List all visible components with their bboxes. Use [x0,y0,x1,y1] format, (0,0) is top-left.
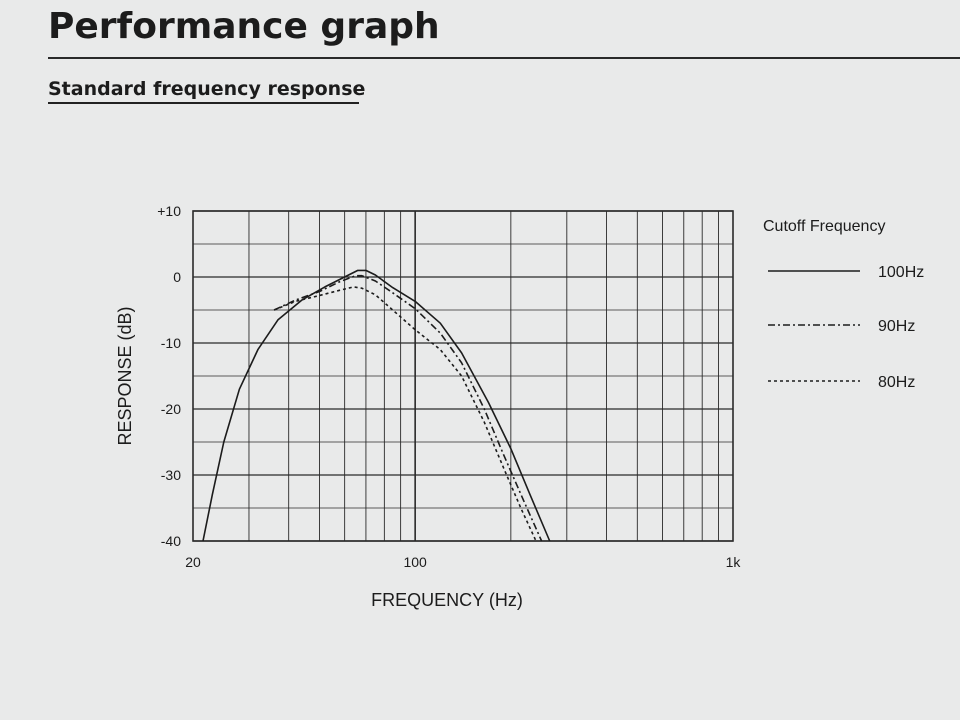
y-tick-label: -10 [161,335,181,351]
x-tick-label: 20 [185,554,201,570]
legend: Cutoff Frequency 100Hz 90Hz 80Hz [763,218,924,391]
response-curves [202,269,551,542]
y-tick-labels: +10 0 -10 -20 -30 -40 [157,203,181,549]
page-title: Performance graph [48,6,440,47]
x-axis-label: FREQUENCY (Hz) [371,590,523,610]
legend-title: Cutoff Frequency [763,218,885,235]
series-line-90hz [273,274,543,542]
series-line-80hz [273,286,537,542]
series-line-100hz [202,269,551,542]
y-tick-label: -30 [161,467,181,483]
plot-frame [192,210,734,542]
x-tick-label: 1k [726,554,742,570]
y-tick-label: 0 [173,269,181,285]
chart-grid [193,210,733,542]
title-rule [48,57,960,59]
y-tick-label: -40 [161,533,181,549]
x-tick-labels: 20 100 1k [185,554,741,570]
y-axis-label: RESPONSE (dB) [115,306,135,445]
legend-label-80hz: 80Hz [878,374,915,391]
legend-label-90hz: 90Hz [878,318,915,335]
y-tick-label: +10 [157,203,181,219]
legend-label-100hz: 100Hz [878,264,924,281]
section-title: Standard frequency response [48,78,366,100]
x-tick-label: 100 [403,554,427,570]
y-tick-label: -20 [161,401,181,417]
section-rule [48,102,359,104]
